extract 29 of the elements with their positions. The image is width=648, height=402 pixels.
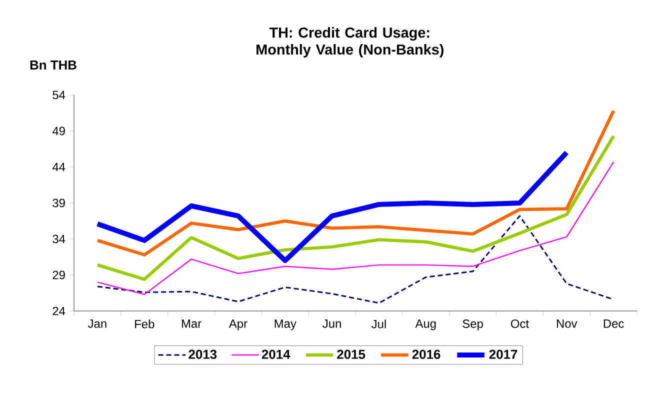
x-tick-label: Aug [415,320,436,330]
y-tick-label: 39 [52,198,65,208]
x-tick-label: Mar [182,320,202,328]
y-tick-label: 24 [52,306,66,316]
x-tick-label: Feb [135,320,154,328]
x-tick-label: Jun [322,320,341,328]
legend-label: 2014 [262,350,290,359]
x-tick-label: Sep [462,320,483,330]
line-series [96,109,616,256]
x-tick-label: Jul [372,320,386,328]
y-axis-title: Bn THB [30,60,76,70]
line-series [96,134,616,281]
x-tick-label: Dec [604,320,624,328]
chart-title: TH: Credit Card Usage: Monthly Value (Non-Banks) [256,27,444,58]
x-tick-label: Oct [510,320,529,328]
y-tick-label: 49 [52,126,65,136]
x-tick-label: Apr [228,320,248,330]
y-tick-label: 34 [52,234,66,244]
line-series [96,161,614,296]
legend-label: 2013 [188,350,217,359]
x-tick-label: Nov [556,320,578,328]
y-tick-label: 29 [52,270,65,280]
legend-label: 2017 [489,350,518,359]
y-tick-label: 54 [52,90,66,100]
x-tick-label: Jan [88,320,106,328]
x-tick-label: May [274,320,296,330]
legend-label: 2015 [337,350,366,359]
legend-label: 2016 [412,350,440,359]
y-tick-label: 44 [52,162,66,172]
